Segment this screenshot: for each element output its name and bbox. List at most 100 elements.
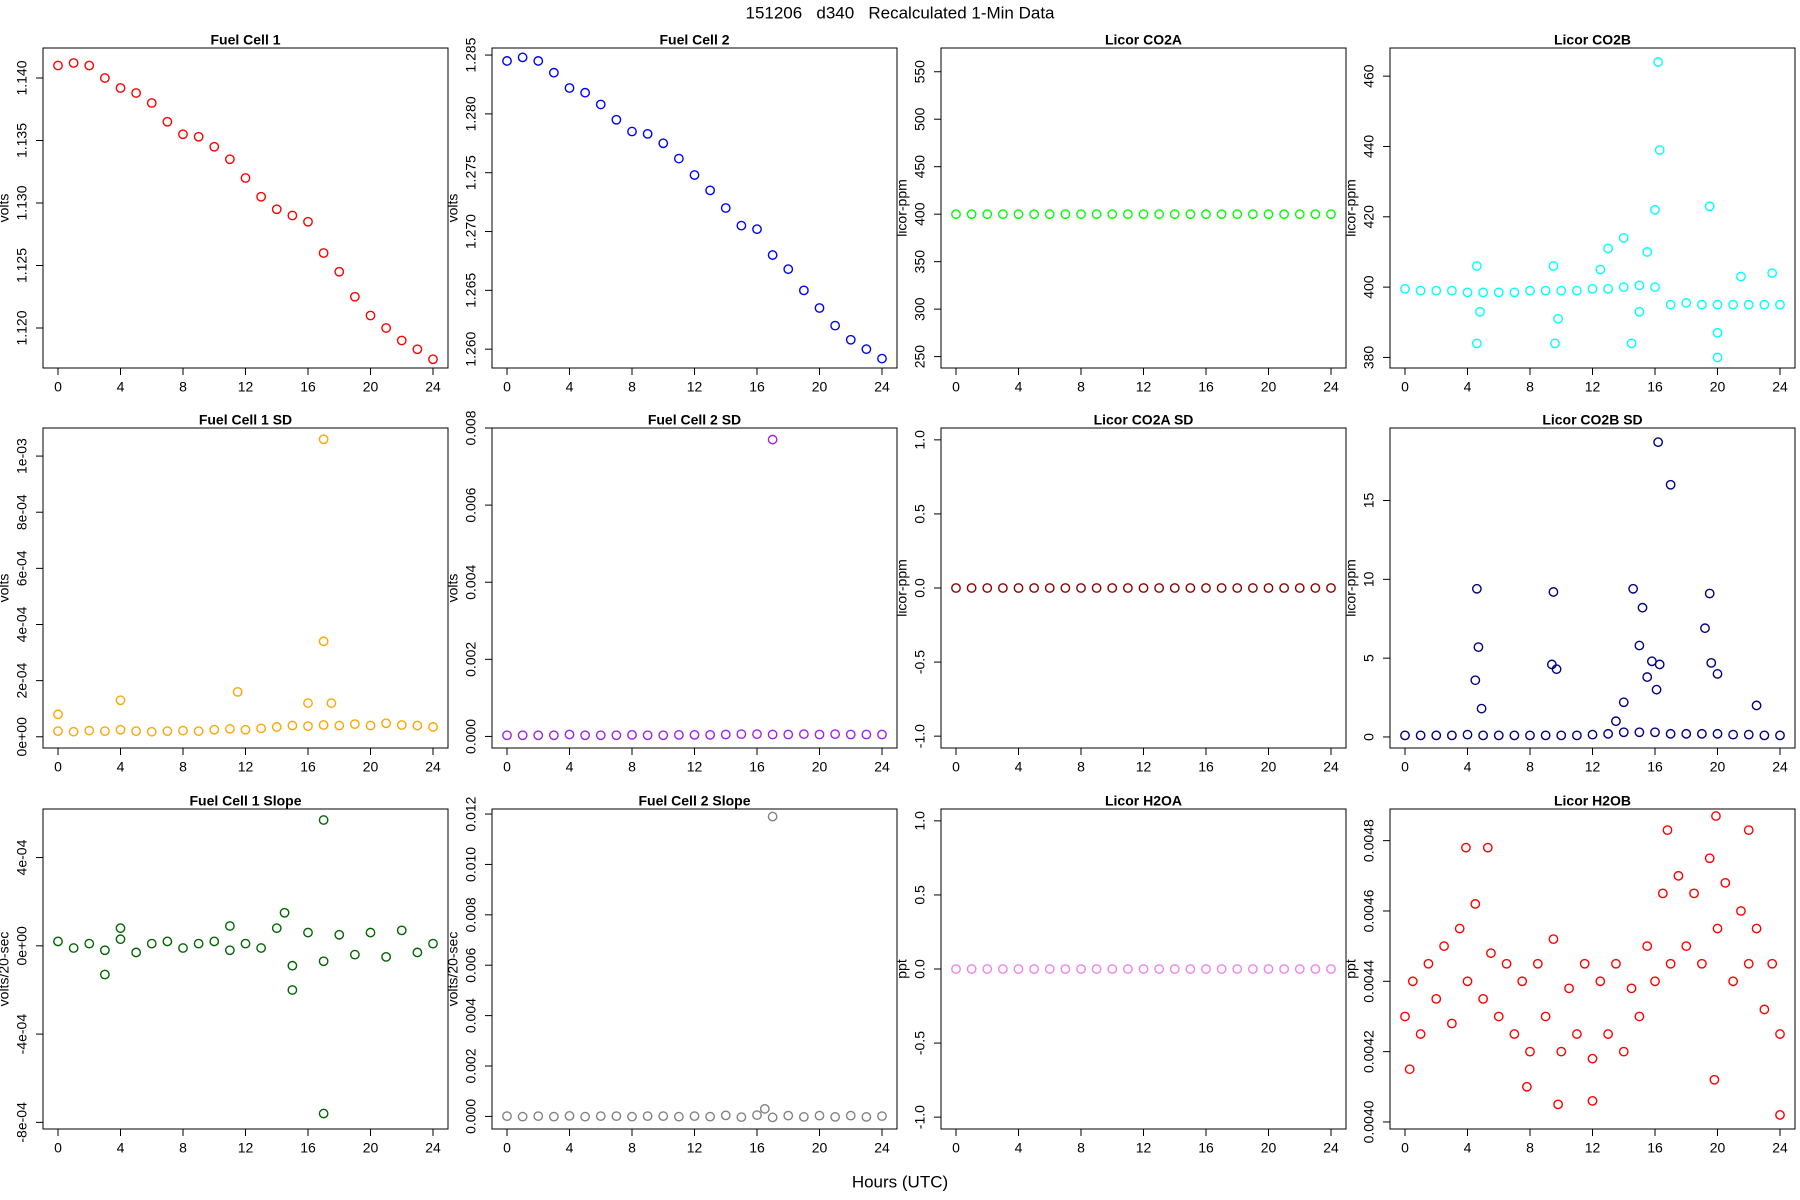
point	[1681, 298, 1692, 308]
point	[861, 729, 872, 740]
point	[966, 209, 977, 220]
plot-frame	[1389, 808, 1796, 1130]
point	[580, 87, 591, 98]
point	[1759, 1004, 1770, 1015]
point	[783, 729, 794, 740]
x-tick-label: 24	[874, 379, 890, 395]
point	[997, 583, 1008, 593]
point	[1247, 209, 1258, 220]
y-tick-label: 0.0048	[1361, 819, 1377, 862]
point	[705, 729, 716, 740]
point	[1216, 964, 1227, 974]
point	[303, 721, 313, 732]
panel-title: Fuel Cell 1 SD	[199, 412, 292, 428]
y-tick-label: 460	[1361, 64, 1377, 88]
point	[146, 938, 157, 949]
y-tick-label: 0e+00	[14, 926, 30, 966]
point	[99, 969, 110, 980]
point	[1201, 964, 1211, 974]
point	[1704, 588, 1715, 599]
point	[1415, 285, 1426, 296]
y-tick-label: 1.125	[14, 248, 30, 283]
point	[232, 686, 243, 697]
point	[1076, 209, 1086, 220]
point	[982, 964, 993, 974]
x-tick-label: 20	[812, 1140, 828, 1156]
point	[1711, 811, 1721, 821]
y-tick-label: 1.140	[14, 60, 30, 95]
y-tick-label: 0.0044	[1361, 960, 1377, 1003]
point	[1482, 842, 1493, 853]
x-tick-label: 8	[1526, 1140, 1534, 1156]
point	[1107, 583, 1118, 593]
point	[1294, 209, 1305, 220]
point	[1076, 583, 1086, 593]
x-tick-label: 12	[238, 1140, 254, 1156]
x-tick-label: 0	[503, 1140, 511, 1156]
point	[1743, 825, 1754, 835]
plot-frame	[940, 427, 1347, 749]
point	[877, 729, 887, 740]
point	[271, 923, 282, 934]
point	[1696, 299, 1707, 310]
plot-frame	[940, 47, 1347, 369]
x-tick-label: 16	[1647, 1140, 1663, 1156]
panel-title: Licor CO2B SD	[1542, 412, 1642, 428]
y-tick-label: 0e+00	[14, 717, 30, 757]
point	[279, 907, 290, 918]
point	[318, 248, 329, 258]
point	[1637, 602, 1648, 613]
point	[209, 141, 220, 152]
point	[334, 720, 345, 731]
point	[1540, 1011, 1551, 1022]
x-tick-label: 24	[1323, 759, 1339, 775]
point	[1743, 729, 1754, 740]
x-tick-label: 20	[1261, 379, 1277, 395]
y-tick-label: 0.004	[463, 998, 479, 1033]
plot-frame	[42, 427, 449, 749]
point	[759, 1103, 770, 1114]
point	[830, 729, 841, 740]
point	[1461, 842, 1471, 853]
point	[1138, 209, 1149, 220]
point	[1138, 964, 1149, 974]
point	[1728, 976, 1739, 987]
point	[1611, 716, 1621, 727]
point	[193, 131, 204, 142]
y-tick-label: 1.260	[463, 331, 479, 366]
point	[1700, 623, 1710, 634]
x-tick-label: 4	[1015, 1140, 1023, 1156]
x-tick-label: 12	[238, 759, 254, 775]
point	[1665, 479, 1676, 490]
point	[1595, 976, 1606, 987]
point	[53, 726, 63, 737]
point	[1728, 299, 1739, 310]
point	[1044, 209, 1055, 220]
y-axis-label: volts	[445, 194, 461, 223]
point	[53, 60, 63, 71]
point	[1216, 209, 1227, 220]
x-tick-label: 8	[628, 379, 636, 395]
y-tick-label: 380	[1361, 346, 1377, 370]
point	[720, 729, 731, 740]
point	[951, 964, 961, 974]
point	[705, 1111, 716, 1122]
point	[1550, 338, 1560, 349]
point	[412, 344, 423, 355]
point	[209, 724, 220, 735]
point	[1454, 923, 1465, 934]
point	[548, 1111, 559, 1122]
point	[1091, 964, 1102, 974]
point	[84, 60, 95, 71]
x-tick-label: 24	[874, 1140, 890, 1156]
point	[1587, 1095, 1598, 1106]
y-tick-label: 250	[912, 345, 928, 369]
point	[517, 1111, 528, 1122]
x-tick-label: 4	[1464, 1140, 1472, 1156]
point	[1712, 327, 1723, 338]
point	[752, 1110, 762, 1121]
point	[381, 951, 392, 962]
y-tick-label: 0.0046	[1361, 889, 1377, 932]
point	[146, 98, 157, 108]
